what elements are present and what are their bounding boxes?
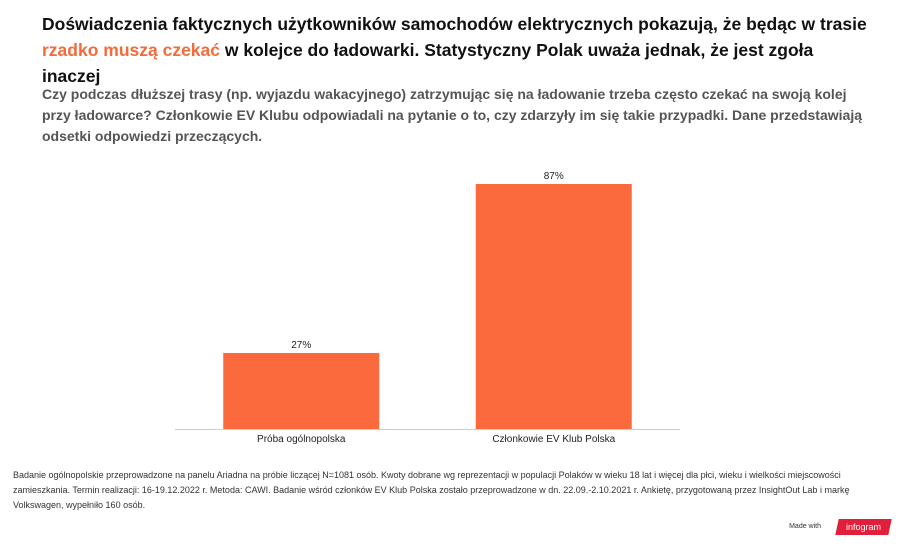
- chart-subtitle: Czy podczas dłuższej trasy (np. wyjazdu …: [42, 86, 862, 144]
- data-label-1: 87%: [544, 171, 564, 182]
- data-label-0: 27%: [291, 340, 311, 351]
- title-highlight: rzadko muszą czekać: [42, 40, 221, 60]
- title-part-1: Doświadczenia faktycznych użytkowników s…: [42, 14, 867, 34]
- chart-title: Doświadczenia faktycznych użytkowników s…: [42, 11, 872, 89]
- title-part-2: w kolejce do ładowarki. Statystyczny Pol…: [42, 40, 814, 86]
- category-label-0: Próba ogólnopolska: [257, 434, 346, 445]
- bar-0[interactable]: [223, 352, 380, 429]
- made-with-label: Made with: [789, 523, 821, 530]
- category-label-1: Członkowie EV Klub Polska: [492, 434, 615, 445]
- footnote: Badanie ogólnopolskie przeprowadzone na …: [13, 470, 850, 510]
- infogram-logo[interactable]: infogram: [835, 519, 892, 535]
- brand-label: infogram: [845, 522, 881, 532]
- bar-chart: 27% Próba ogólnopolska 87% Członkowie EV Kl…: [175, 171, 680, 445]
- bar-1[interactable]: [475, 184, 632, 429]
